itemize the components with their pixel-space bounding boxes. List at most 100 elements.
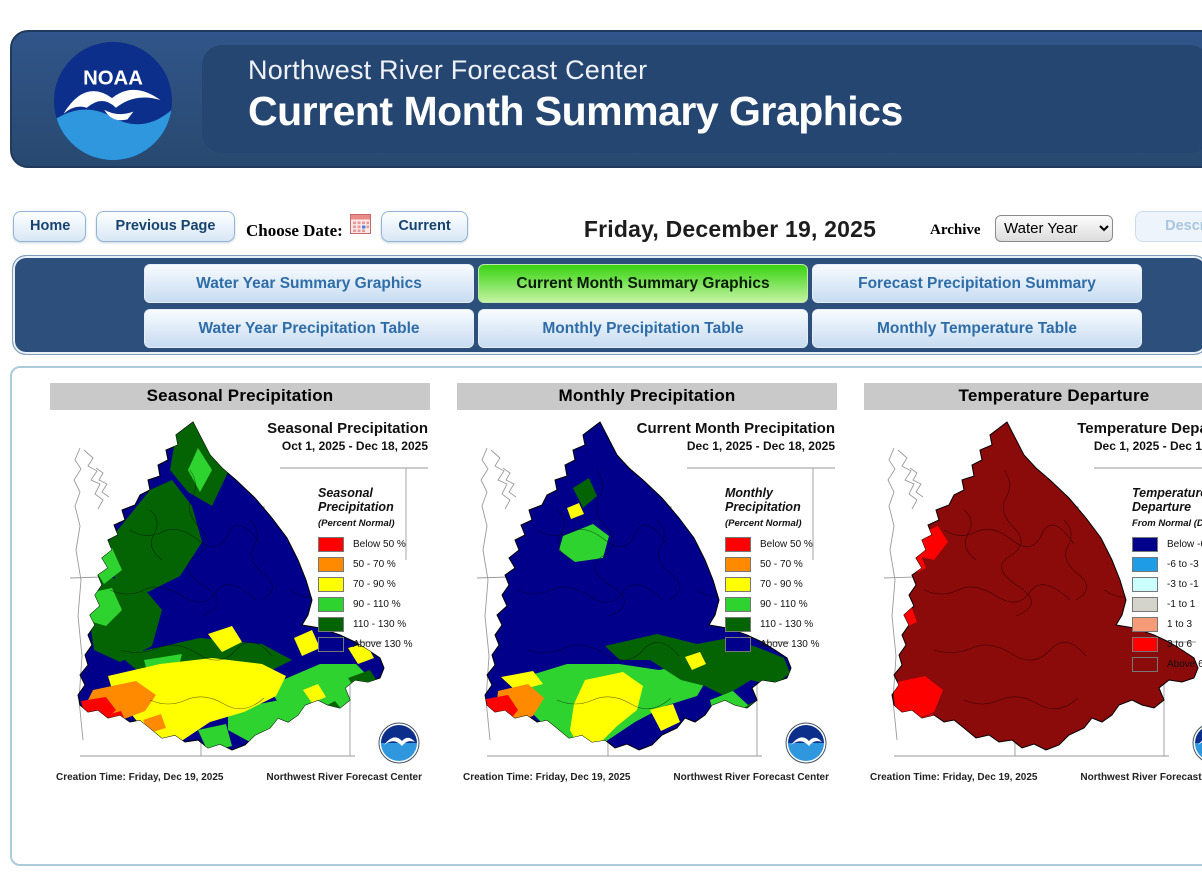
legend-swatch [318, 556, 344, 572]
noaa-logo-small [378, 722, 420, 764]
map-legend: Temperature Departure From Normal (Deg F… [1132, 486, 1202, 677]
legend-label: 3 to 6 [1167, 638, 1193, 650]
map-date-range: Dec 1, 2025 - Dec 18, 2025 [686, 438, 835, 453]
legend-swatch [725, 616, 751, 632]
nav-tab-bar: Water Year Summary Graphics Current Mont… [12, 255, 1202, 355]
map-image [69, 421, 428, 757]
legend-label: 90 - 110 % [760, 598, 808, 610]
legend-swatch [1132, 596, 1158, 612]
legend-subtitle: (Percent Normal) [725, 517, 802, 529]
legend-label: Above 130 % [760, 638, 820, 650]
map-title: Temperature Departure [1077, 420, 1202, 437]
legend-title: Precipitation [725, 500, 801, 515]
archive-select[interactable]: Water Year [995, 215, 1113, 242]
masthead: NOAA Northwest River Forecast Center Cur… [10, 30, 1202, 168]
tab-forecast-precipitation-summary[interactable]: Forecast Precipitation Summary [812, 264, 1142, 303]
temperature-departure-map[interactable]: Temperature Departure Dec 1, 2025 - Dec … [864, 410, 1202, 788]
panel-header: Temperature Departure [864, 383, 1202, 410]
legend-swatch [725, 576, 751, 592]
legend-label: -1 to 1 [1167, 598, 1196, 610]
legend-subtitle: From Normal (Deg F) [1132, 517, 1202, 529]
map-credit: Northwest River Forecast Center [1080, 772, 1202, 783]
legend-swatch [318, 616, 344, 632]
legend-swatch [1132, 656, 1158, 672]
legend-swatch [1132, 556, 1158, 572]
tab-current-month-summary-graphics[interactable]: Current Month Summary Graphics [478, 264, 808, 303]
calendar-icon[interactable] [350, 214, 371, 234]
choose-date-label: Choose Date: [246, 221, 343, 240]
archive-label: Archive [930, 222, 981, 238]
legend-label: Above 130 % [353, 638, 413, 650]
tab-water-year-precipitation-table[interactable]: Water Year Precipitation Table [144, 309, 474, 348]
monthly-precipitation-map[interactable]: Current Month Precipitation Dec 1, 2025 … [457, 410, 837, 788]
legend-subtitle: (Percent Normal) [318, 517, 395, 529]
creation-time: Creation Time: Friday, Dec 19, 2025 [56, 772, 224, 783]
map-date-range: Dec 1, 2025 - Dec 18, 2025 [1093, 438, 1202, 453]
map-title-block: Seasonal Precipitation Oct 1, 2025 - Dec… [267, 420, 428, 454]
masthead-panel: Northwest River Forecast Center Current … [202, 45, 1202, 153]
panel-header: Monthly Precipitation [457, 383, 837, 410]
date-heading: Friday, December 19, 2025 [583, 216, 877, 242]
legend-swatch [725, 556, 751, 572]
map-title: Current Month Precipitation [636, 420, 835, 437]
legend-label: 50 - 70 % [353, 558, 396, 570]
legend-swatch [1132, 536, 1158, 552]
creation-time: Creation Time: Friday, Dec 19, 2025 [870, 772, 1038, 783]
legend-label: 70 - 90 % [353, 578, 396, 590]
legend-label: 110 - 130 % [353, 618, 407, 630]
legend-swatch [1132, 636, 1158, 652]
legend-title: Departure [1132, 500, 1192, 515]
map-legend: Monthly Precipitation (Percent Normal) B… [725, 486, 845, 657]
legend-title: Seasonal [318, 486, 373, 500]
legend-label: Below -6 [1167, 538, 1202, 550]
legend-swatch [1132, 576, 1158, 592]
legend-swatch [1132, 616, 1158, 632]
noaa-logo: NOAA [53, 41, 173, 161]
home-button[interactable]: Home [13, 211, 86, 242]
panel-seasonal-precipitation: Seasonal Precipitation [50, 383, 430, 788]
map-legend: Seasonal Precipitation (Percent Normal) … [318, 486, 438, 657]
previous-page-button[interactable]: Previous Page [96, 211, 235, 242]
map-date-range: Oct 1, 2025 - Dec 18, 2025 [281, 438, 428, 453]
legend-label: Above 6 [1167, 658, 1202, 670]
tab-monthly-precipitation-table[interactable]: Monthly Precipitation Table [478, 309, 808, 348]
map-title: Seasonal Precipitation [267, 420, 428, 437]
description-button[interactable]: Description [1135, 211, 1202, 242]
legend-swatch [318, 576, 344, 592]
legend-label: 90 - 110 % [353, 598, 401, 610]
creation-time: Creation Time: Friday, Dec 19, 2025 [463, 772, 631, 783]
site-name: Northwest River Forecast Center [248, 55, 648, 85]
noaa-logo-small [1192, 725, 1202, 761]
legend-swatch [318, 596, 344, 612]
legend-label: Below 50 % [760, 538, 813, 550]
legend-swatch [318, 536, 344, 552]
map-credit: Northwest River Forecast Center [266, 772, 422, 783]
legend-title: Monthly [725, 486, 773, 500]
legend-label: 1 to 3 [1167, 618, 1193, 630]
map-title-block: Current Month Precipitation Dec 1, 2025 … [637, 420, 835, 454]
legend-label: 110 - 130 % [760, 618, 814, 630]
panel-monthly-precipitation: Monthly Precipitation [457, 383, 837, 788]
tab-water-year-summary-graphics[interactable]: Water Year Summary Graphics [144, 264, 474, 303]
current-button[interactable]: Current [381, 211, 468, 242]
panel-header: Seasonal Precipitation [50, 383, 430, 410]
legend-label: Below 50 % [353, 538, 406, 550]
legend-swatch [725, 596, 751, 612]
legend-label: 70 - 90 % [760, 578, 803, 590]
noaa-logo-text: NOAA [83, 68, 143, 90]
legend-label: -3 to -1 [1167, 578, 1199, 590]
map-credit: Northwest River Forecast Center [673, 772, 829, 783]
legend-label: 50 - 70 % [760, 558, 803, 570]
tab-monthly-temperature-table[interactable]: Monthly Temperature Table [812, 309, 1142, 348]
legend-title: Precipitation [318, 500, 394, 515]
seasonal-precipitation-map[interactable]: Seasonal Precipitation Oct 1, 2025 - Dec… [50, 410, 430, 788]
legend-label: -6 to -3 [1167, 558, 1199, 570]
content-area: Seasonal Precipitation [10, 366, 1202, 866]
panel-temperature-departure: Temperature Departure [864, 383, 1202, 788]
map-title-block: Temperature Departure Dec 1, 2025 - Dec … [1077, 420, 1202, 454]
legend-swatch [725, 636, 751, 652]
noaa-logo-small [785, 722, 827, 764]
legend-title: Temperature [1132, 486, 1202, 500]
legend-swatch [725, 536, 751, 552]
legend-swatch [318, 636, 344, 652]
